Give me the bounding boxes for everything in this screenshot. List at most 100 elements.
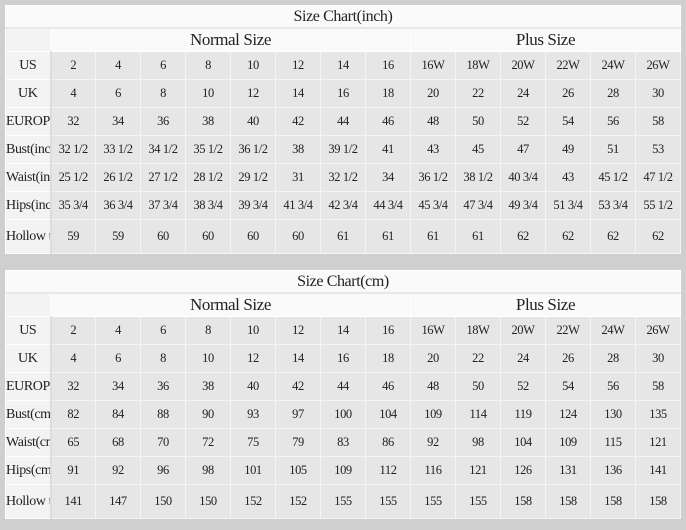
- table-cell: 96: [140, 456, 186, 485]
- row-label: EUROPE: [5, 107, 52, 136]
- table-cell: 44: [320, 107, 366, 136]
- table-cell: 56: [590, 372, 636, 401]
- table-cell: 43: [545, 163, 591, 192]
- table-cell: 16: [320, 79, 366, 108]
- table-cell: 26W: [635, 316, 681, 345]
- row-label: UK: [5, 79, 52, 108]
- table-cell: 101: [230, 456, 276, 485]
- table-cell: 34 1/2: [140, 135, 186, 164]
- table-cell: 24: [500, 344, 546, 373]
- table-cell: 20W: [500, 51, 546, 80]
- table-cell: 50: [455, 107, 501, 136]
- table-cell: 75: [230, 428, 276, 457]
- header-blank-cell: [5, 292, 51, 317]
- normal-size-header: Normal Size: [50, 27, 411, 52]
- table-cell: 22W: [545, 51, 591, 80]
- table-cell: 82: [50, 400, 96, 429]
- table-cell: 12: [230, 79, 276, 108]
- table-cell: 4: [95, 51, 141, 80]
- row-label: Hips(cm): [5, 456, 52, 485]
- table-cell: 54: [545, 372, 591, 401]
- row-label: Bust(inch): [5, 135, 52, 164]
- table-cell: 30: [635, 344, 681, 373]
- table-cell: 40: [230, 107, 276, 136]
- table-cell: 40 3/4: [500, 163, 546, 192]
- table-cell: 18W: [455, 51, 501, 80]
- table-cell: 26: [545, 344, 591, 373]
- table-row: Hips(cm)91929698101105109112116121126131…: [5, 456, 681, 485]
- table-cell: 155: [320, 484, 366, 519]
- table-cell: 35 3/4: [50, 191, 96, 220]
- table-cell: 62: [500, 219, 546, 254]
- table-cell: 91: [50, 456, 96, 485]
- table-cell: 52: [500, 107, 546, 136]
- table-cell: 147: [95, 484, 141, 519]
- table-cell: 34: [95, 372, 141, 401]
- table-cell: 158: [590, 484, 636, 519]
- table-row: Hollow to Floor(inch)5959606060606161616…: [5, 219, 681, 254]
- table-cell: 44 3/4: [365, 191, 411, 220]
- table-row: Waist(inch)25 1/226 1/227 1/228 1/229 1/…: [5, 163, 681, 192]
- table-cell: 49: [545, 135, 591, 164]
- table-cell: 35 1/2: [185, 135, 231, 164]
- table-cell: 59: [50, 219, 96, 254]
- table-cell: 45 3/4: [410, 191, 456, 220]
- table-cell: 36: [140, 107, 186, 136]
- table-cell: 119: [500, 400, 546, 429]
- table-cell: 26: [545, 79, 591, 108]
- table-cell: 32 1/2: [320, 163, 366, 192]
- table-cell: 98: [185, 456, 231, 485]
- table-cell: 39 3/4: [230, 191, 276, 220]
- table-cell: 131: [545, 456, 591, 485]
- table-cell: 84: [95, 400, 141, 429]
- table-cell: 46: [365, 372, 411, 401]
- table-cell: 6: [95, 79, 141, 108]
- table-cell: 56: [590, 107, 636, 136]
- table-cell: 124: [545, 400, 591, 429]
- table-cell: 104: [365, 400, 411, 429]
- table-cell: 90: [185, 400, 231, 429]
- table-cell: 24W: [590, 316, 636, 345]
- table-cell: 22: [455, 79, 501, 108]
- table-cell: 61: [320, 219, 366, 254]
- table-cell: 60: [140, 219, 186, 254]
- table-cell: 33 1/2: [95, 135, 141, 164]
- table-cell: 72: [185, 428, 231, 457]
- table-cell: 47 3/4: [455, 191, 501, 220]
- section-row: Normal Size Plus Size: [5, 292, 681, 317]
- table-cell: 155: [410, 484, 456, 519]
- table-cell: 45 1/2: [590, 163, 636, 192]
- table-cell: 10: [230, 316, 276, 345]
- table-cell: 26 1/2: [95, 163, 141, 192]
- table-cell: 14: [275, 79, 321, 108]
- row-label: Bust(cm): [5, 400, 52, 429]
- table-cell: 29 1/2: [230, 163, 276, 192]
- table-cell: 51: [590, 135, 636, 164]
- table-cell: 6: [140, 316, 186, 345]
- table-cell: 36 3/4: [95, 191, 141, 220]
- size-chart-inch: Size Chart(inch) Normal Size Plus Size US 2 4…: [5, 5, 681, 254]
- table-cell: 136: [590, 456, 636, 485]
- table-cell: 36 1/2: [230, 135, 276, 164]
- table-cell: 18: [365, 344, 411, 373]
- table-cell: 150: [140, 484, 186, 519]
- table-cell: 58: [635, 107, 681, 136]
- row-label: EUROPE: [5, 372, 52, 401]
- table-cell: 16W: [410, 51, 456, 80]
- row-label: Waist(cm): [5, 428, 52, 457]
- table-cell: 24W: [590, 51, 636, 80]
- table-cell: 43: [410, 135, 456, 164]
- table-cell: 150: [185, 484, 231, 519]
- table-cell: 152: [230, 484, 276, 519]
- table-cell: 158: [635, 484, 681, 519]
- table-cell: 4: [50, 344, 96, 373]
- row-label: UK: [5, 344, 52, 373]
- table-row: Hips(inch)35 3/436 3/437 3/438 3/439 3/4…: [5, 191, 681, 220]
- table-cell: 6: [140, 51, 186, 80]
- table-cell: 8: [140, 344, 186, 373]
- table-cell: 32: [50, 372, 96, 401]
- table-cell: 141: [50, 484, 96, 519]
- table-cell: 158: [545, 484, 591, 519]
- table-cell: 12: [230, 344, 276, 373]
- table-row: Bust(inch)32 1/233 1/234 1/235 1/236 1/2…: [5, 135, 681, 164]
